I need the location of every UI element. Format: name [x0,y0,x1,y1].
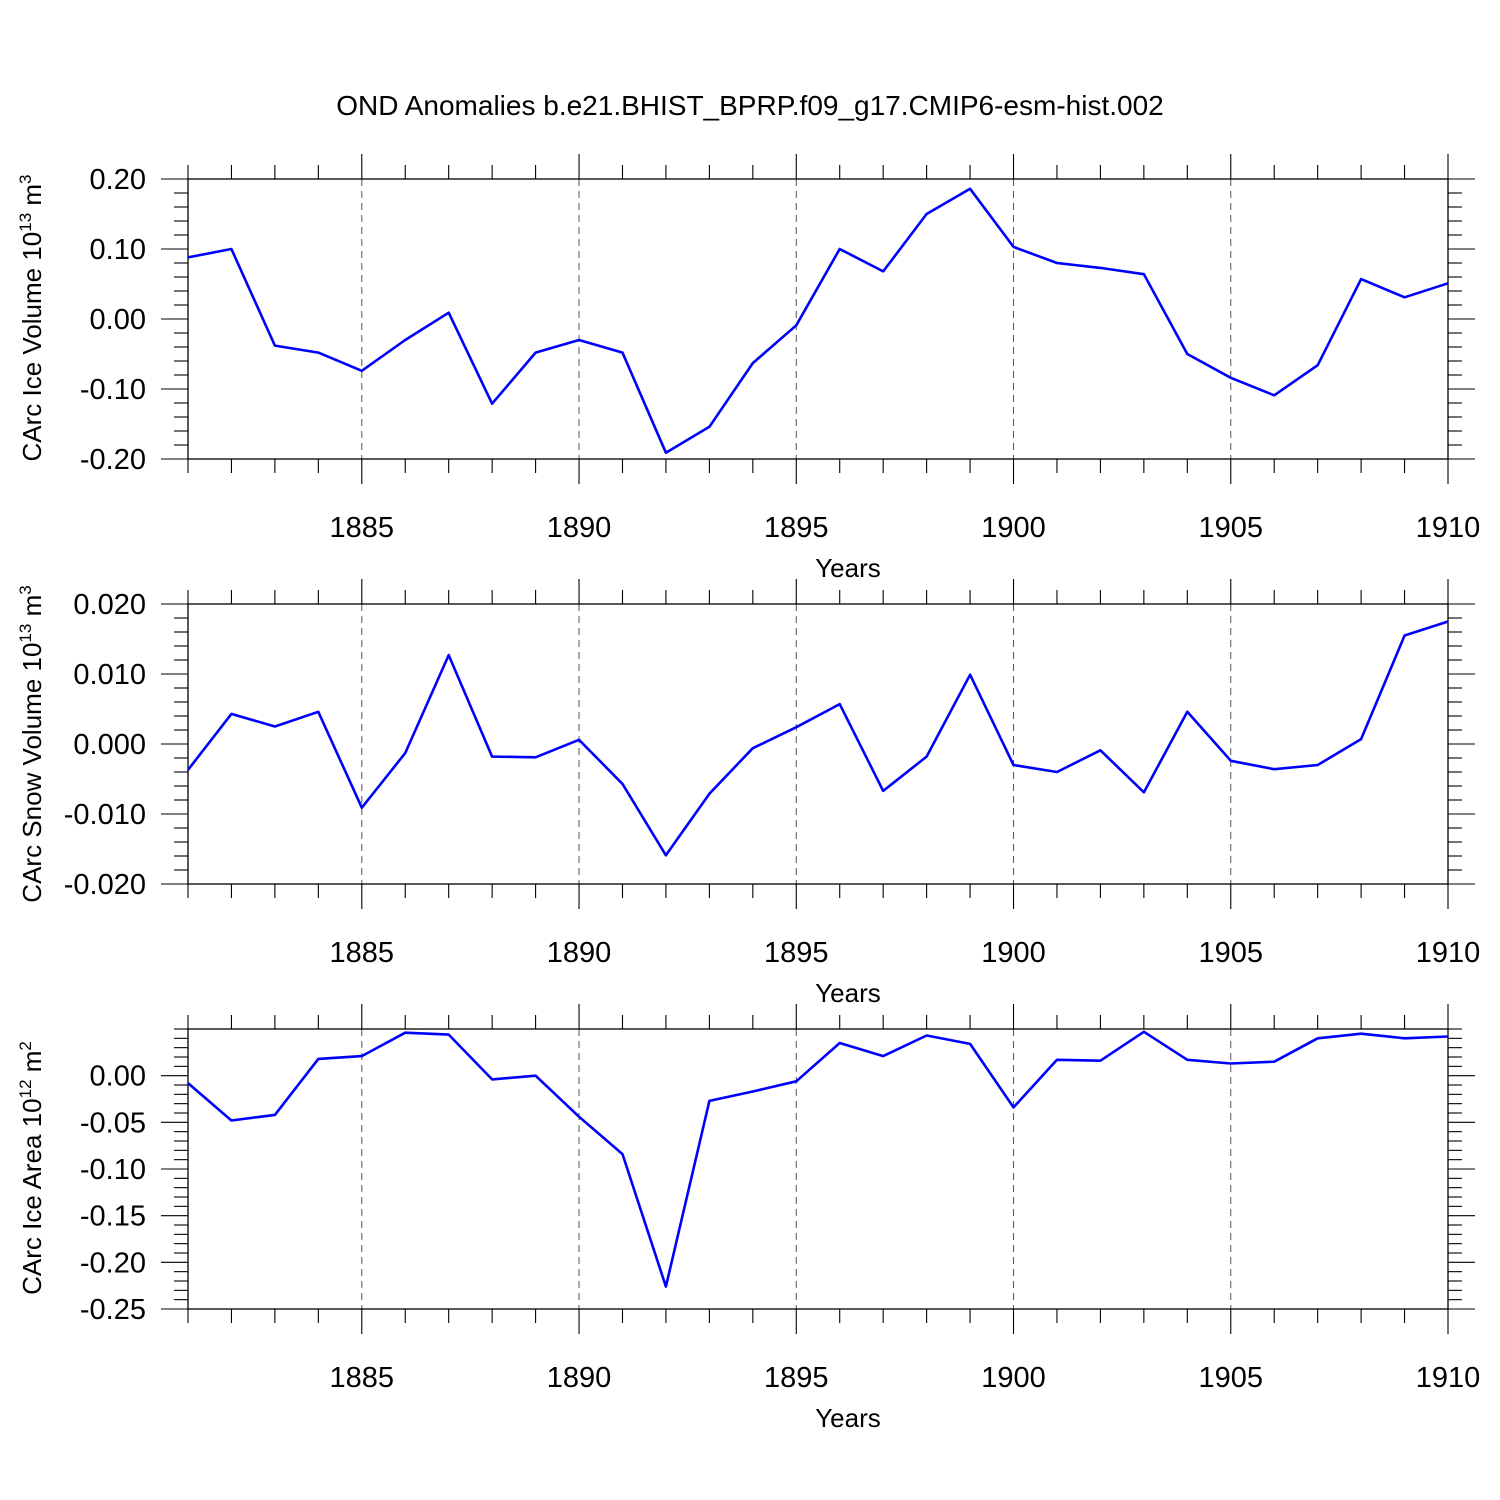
x-axis-title: Years [815,553,881,583]
y-axis-title-part: CArc Ice Volume 10 [17,232,47,462]
x-tick-label-1895: 1895 [764,937,829,969]
x-tick-label-1910: 1910 [1416,512,1481,544]
y-tick-label: -0.10 [80,1154,146,1186]
chart-panel-3: 0.00 -0.05 -0.10 -0.15 -0.20 -0.25 1885 1890 189… [16,1004,1480,1433]
y-axis-title-superscript: 13 [16,624,35,643]
y-axis-title: CArc Ice Volume 1013 m3 [16,174,47,461]
y-tick-label: 0.020 [73,589,146,621]
y-axis-title-superscript: 13 [16,213,35,232]
y-tick-label: 0.00 [90,304,146,336]
y-axis-title-part: CArc Ice Area 10 [17,1098,47,1295]
plot-frame [187,178,1449,460]
y-tick-label: 0.20 [90,164,146,196]
y-axis-title-part: m [17,1051,47,1080]
plot-frame [187,603,1449,885]
y-tick-label: -0.15 [80,1201,146,1233]
x-tick-label-1890: 1890 [547,937,612,969]
y-axis-title-superscript: 12 [16,1079,35,1098]
y-axis-title-part: m [17,184,47,213]
x-axis-title: Years [815,978,881,1008]
y-tick-label: -0.020 [64,869,146,901]
y-axis-title: CArc Ice Area 1012 m2 [16,1041,47,1295]
x-tick-label-1890: 1890 [547,1362,612,1394]
x-tick-label-1910: 1910 [1416,937,1481,969]
y-tick-label: -0.25 [80,1294,146,1326]
y-axis-title-superscript: 3 [16,174,35,183]
x-tick-label-1900: 1900 [981,512,1046,544]
x-tick-label-1900: 1900 [981,937,1046,969]
y-axis-title-superscript: 3 [16,585,35,594]
x-tick-label-1900: 1900 [981,1362,1046,1394]
x-tick-label-1885: 1885 [330,1362,395,1394]
x-tick-label-1890: 1890 [547,512,612,544]
y-tick-label: -0.20 [80,444,146,476]
x-tick-label-1910: 1910 [1416,1362,1481,1394]
chart-panel-2: 0.020 0.010 0.000 -0.010 -0.020 1885 1890 1895 1… [16,579,1480,1008]
x-tick-label-1895: 1895 [764,512,829,544]
x-tick-label-1895: 1895 [764,1362,829,1394]
y-tick-label: 0.000 [73,729,146,761]
chart-title: OND Anomalies b.e21.BHIST_BPRP.f09_g17.C… [336,90,1163,121]
x-tick-label-1905: 1905 [1199,1362,1264,1394]
plot-frame [187,1028,1449,1310]
x-tick-label-1885: 1885 [330,512,395,544]
y-axis-title-part: CArc Snow Volume 10 [17,643,47,903]
y-tick-label: -0.20 [80,1247,146,1279]
y-tick-label: 0.10 [90,234,146,266]
data-line-2 [186,620,1449,857]
x-tick-label-1905: 1905 [1199,937,1264,969]
y-tick-label: -0.05 [80,1107,146,1139]
y-tick-label: -0.010 [64,799,146,831]
x-axis-title: Years [815,1403,881,1433]
data-line-1 [187,187,1449,455]
x-tick-label-1885: 1885 [330,937,395,969]
y-tick-label: 0.010 [73,659,146,691]
x-tick-label-1905: 1905 [1199,512,1264,544]
y-axis-title-superscript: 2 [16,1041,35,1050]
y-axis-title-part: m [17,595,47,624]
y-tick-label: 0.00 [90,1061,146,1093]
y-tick-label: -0.10 [80,374,146,406]
panels: 0.20 0.10 0.00 -0.10 -0.20 1885 1890 1895 1900 19… [16,154,1480,1433]
y-axis-title: CArc Snow Volume 1013 m3 [16,585,47,902]
data-line-3 [187,1030,1449,1288]
chart-panel-1: 0.20 0.10 0.00 -0.10 -0.20 1885 1890 1895 1900 19… [16,154,1480,583]
